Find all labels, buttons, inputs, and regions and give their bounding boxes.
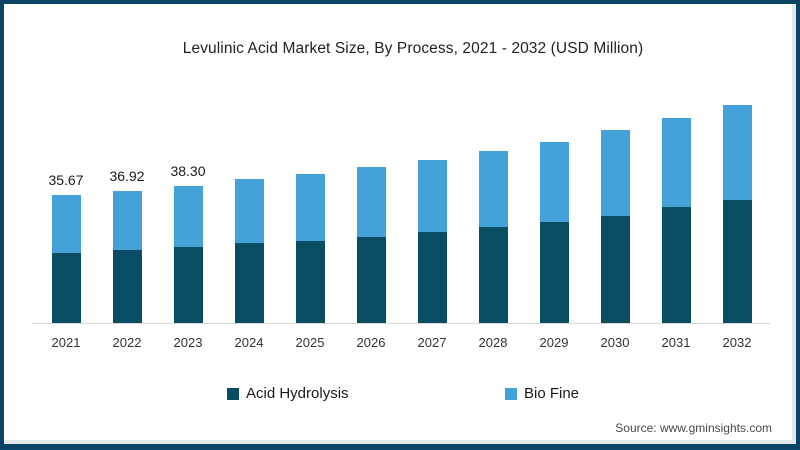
legend-swatch-acid-hydrolysis: [227, 387, 239, 400]
bar-2029: [539, 142, 569, 323]
bar-2031-bio-fine-segment: [661, 118, 691, 207]
bar-2021-acid-hydrolysis-segment: [51, 253, 81, 323]
frame-inset: Levulinic Acid Market Size, By Process, …: [4, 4, 796, 444]
bar-2025: [295, 174, 325, 323]
bar-2027-acid-hydrolysis-segment: [417, 232, 447, 323]
x-tick-label-2028: 2028: [478, 335, 508, 350]
bar-2023: [173, 186, 203, 323]
legend-label-acid-hydrolysis: Acid Hydrolysis: [246, 385, 349, 402]
x-tick-label-2021: 2021: [51, 335, 81, 350]
x-tick-label-2030: 2030: [600, 335, 630, 350]
bar-2022: [112, 191, 142, 323]
bar-2026-acid-hydrolysis-segment: [356, 237, 386, 323]
legend: Acid Hydrolysis Bio Fine: [4, 385, 792, 405]
x-tick-label-2022: 2022: [112, 335, 142, 350]
bar-2024: [234, 179, 264, 323]
x-axis-line: [32, 323, 770, 324]
bar-2022-bio-fine-segment: [112, 191, 142, 250]
x-tick-label-2027: 2027: [417, 335, 447, 350]
bar-2030-acid-hydrolysis-segment: [600, 216, 630, 323]
bar-2024-acid-hydrolysis-segment: [234, 243, 264, 323]
chart-title: Levulinic Acid Market Size, By Process, …: [182, 40, 644, 57]
bar-2031-acid-hydrolysis-segment: [661, 207, 691, 323]
bar-2029-bio-fine-segment: [539, 142, 569, 222]
x-tick-label-2032: 2032: [722, 335, 752, 350]
bar-2023-bio-fine-segment: [173, 186, 203, 247]
bar-2031: [661, 118, 691, 323]
bar-2021-total-label: 35.67: [48, 172, 84, 188]
bar-2026: [356, 167, 386, 323]
bar-2025-acid-hydrolysis-segment: [295, 241, 325, 323]
bar-2032-acid-hydrolysis-segment: [722, 200, 752, 323]
bar-2030-bio-fine-segment: [600, 130, 630, 216]
bar-2028: [478, 151, 508, 323]
bar-2023-total-label: 38.30: [170, 163, 206, 179]
bar-2032-bio-fine-segment: [722, 105, 752, 200]
bar-2027-bio-fine-segment: [417, 160, 447, 232]
x-tick-label-2025: 2025: [295, 335, 325, 350]
bar-2032: [722, 105, 752, 323]
bar-2023-acid-hydrolysis-segment: [173, 247, 203, 323]
bar-2022-acid-hydrolysis-segment: [112, 250, 142, 323]
bar-2028-acid-hydrolysis-segment: [478, 227, 508, 323]
legend-item-acid-hydrolysis: Acid Hydrolysis: [227, 385, 349, 402]
legend-swatch-bio-fine: [505, 387, 517, 400]
chart-card: Levulinic Acid Market Size, By Process, …: [4, 4, 792, 440]
bar-2029-acid-hydrolysis-segment: [539, 222, 569, 323]
bar-2022-total-label: 36.92: [109, 168, 145, 184]
bar-2021: [51, 195, 81, 323]
bar-2028-bio-fine-segment: [478, 151, 508, 227]
x-tick-label-2026: 2026: [356, 335, 386, 350]
x-tick-label-2024: 2024: [234, 335, 264, 350]
bar-2026-bio-fine-segment: [356, 167, 386, 237]
legend-item-bio-fine: Bio Fine: [505, 385, 579, 402]
legend-label-bio-fine: Bio Fine: [524, 385, 580, 402]
x-tick-label-2031: 2031: [661, 335, 691, 350]
source-attribution: Source: www.gminsights.com: [615, 421, 772, 435]
bar-2030: [600, 130, 630, 323]
bar-2025-bio-fine-segment: [295, 174, 325, 241]
plot-area: 35.67 2021 36.92 2022 38.30 2023 2024 2025 2026 2…: [4, 4, 792, 440]
x-tick-label-2029: 2029: [539, 335, 569, 350]
bar-2021-bio-fine-segment: [51, 195, 81, 253]
x-tick-label-2023: 2023: [173, 335, 203, 350]
bar-2024-bio-fine-segment: [234, 179, 264, 243]
bar-2027: [417, 160, 447, 323]
